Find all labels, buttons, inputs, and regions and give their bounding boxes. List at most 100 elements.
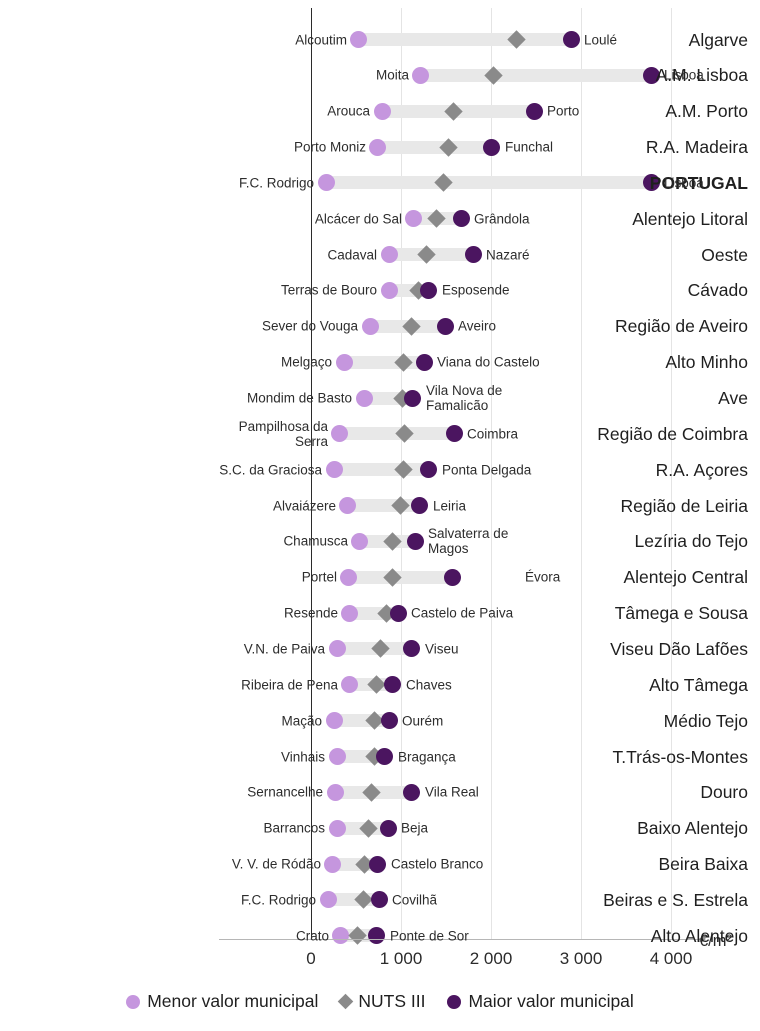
range-bar [420,68,651,82]
max-municipality-label: Leiria [433,498,466,513]
max-value-marker [404,389,422,407]
category-label: Ave [541,388,760,408]
min-value-marker [332,927,350,945]
min-municipality-label-text: Ribeira de Pena [241,677,338,693]
category-label-text: A.M. Porto [665,101,748,122]
category-label-text: T.Trás-os-Montes [612,746,749,767]
max-municipality-label: Viseu [425,641,459,656]
min-municipality-label: Mondim de Basto [247,391,352,406]
max-value-marker [384,676,402,694]
category-label: A.M. Porto [541,101,760,121]
max-municipality-label: Castelo de Paiva [411,606,513,621]
min-municipality-label-text: Portel [301,569,337,585]
max-municipality-label-text: Lisboa [664,67,704,83]
min-value-marker [380,281,398,299]
category-label: Alto Tâmega [541,675,760,695]
min-municipality-label-text: Sever do Vouga [261,318,359,334]
category-label-text: Lezíria do Tejo [634,531,748,552]
max-municipality-label: Vila Nova de Famalicão [426,383,546,413]
max-municipality-label-text: Vila Real [424,784,479,800]
min-municipality-label-text: Pampilhosa da Serra [238,418,328,449]
min-value-marker [380,246,398,264]
category-label: R.A. Açores [541,460,760,480]
max-municipality-label: Porto [547,104,579,119]
axis-unit-label: €/m² [699,932,732,950]
max-value-marker [464,246,482,264]
plot-area [219,8,700,945]
x-tick-label: 1 000 [379,949,423,968]
category-label: R.A. Madeira [541,137,760,157]
category-label-text: R.A. Açores [655,459,748,480]
max-value-marker [562,31,580,48]
min-municipality-label-text: Mondim de Basto [246,390,353,406]
max-municipality-label-text: Castelo de Paiva [411,605,514,621]
min-municipality-label: Ribeira de Pena [241,677,338,692]
category-label-text: Médio Tejo [663,710,748,731]
min-municipality-label: Barrancos [263,821,325,836]
min-municipality-label: Sernancelhe [247,785,323,800]
min-value-marker [324,855,342,873]
category-label: Médio Tejo [541,711,760,731]
x-tick-label: 4 000 [649,949,693,968]
max-municipality-label-text: Esposende [441,282,510,298]
min-municipality-label-text: Cadaval [327,247,378,263]
max-municipality-label: Évora [525,570,560,585]
min-municipality-label-text: Porto Moniz [293,139,366,155]
category-label-text: Ave [718,388,748,408]
min-municipality-label-text: Alcácer do Sal [314,211,402,227]
max-value-marker [370,891,388,909]
category-label-text: Algarve [688,29,748,50]
max-municipality-label: Covilhã [392,892,437,907]
max-value-marker [369,855,387,873]
range-bar [334,463,429,477]
max-municipality-label: Esposende [442,283,510,298]
max-municipality-label: Funchal [505,140,553,155]
max-municipality-label-text: Aveiro [458,318,497,334]
category-label-text: Oeste [701,244,748,265]
max-value-marker [445,425,463,443]
max-value-marker [403,640,421,658]
min-municipality-label-text: S.C. da Graciosa [219,462,323,478]
max-municipality-label-text: Ponta Delgada [441,462,532,478]
category-label-text: Região de Coimbra [597,423,748,444]
min-municipality-label: V. V. de Ródão [232,857,321,872]
max-municipality-label: Bragança [398,749,456,764]
min-municipality-label: Pampilhosa da Serra [208,419,328,449]
max-value-marker [483,138,501,156]
max-municipality-label: Ourém [402,713,443,728]
category-label-text: Tâmega e Sousa [614,603,748,624]
min-municipality-label: Alcácer do Sal [315,211,402,226]
max-municipality-label-text: Covilhã [392,892,438,908]
min-municipality-label-text: Alvaiázere [272,498,336,514]
max-municipality-label-text: Bragança [397,749,456,764]
category-label-text: PORTUGAL [649,172,748,193]
max-municipality-label-text: Coimbra [467,426,519,442]
category-label-text: Alentejo Central [623,567,748,588]
category-label-text: Cávado [687,280,748,301]
max-municipality-label: Viana do Castelo [437,355,540,370]
max-value-marker [420,281,438,299]
min-municipality-label-text: Chamusca [283,533,348,549]
category-label-text: Beira Baixa [658,854,749,875]
category-label: Alto Alentejo [541,926,760,946]
max-value-marker [376,748,394,765]
max-value-marker [420,461,438,479]
min-municipality-label: V.N. de Paiva [244,641,325,656]
min-municipality-label-text: Resende [283,605,338,621]
max-municipality-label: Chaves [406,677,452,692]
max-municipality-label: Nazaré [486,247,530,262]
max-municipality-label-text: Castelo Branco [390,856,484,872]
max-value-marker [411,497,429,515]
min-municipality-label: Resende [284,606,338,621]
category-label-text: Alentejo Litoral [632,208,748,229]
min-municipality-label-text: V. V. de Ródão [231,856,321,872]
range-bar [326,176,651,190]
category-label: Oeste [541,245,760,265]
circle-light-icon [126,994,141,1009]
category-label: Beiras e S. Estrela [541,890,760,910]
max-municipality-label: Ponta Delgada [442,462,531,477]
min-municipality-label: S.C. da Graciosa [219,462,322,477]
max-municipality-label-text: Viana do Castelo [437,354,540,370]
min-municipality-label: Chamusca [283,534,348,549]
